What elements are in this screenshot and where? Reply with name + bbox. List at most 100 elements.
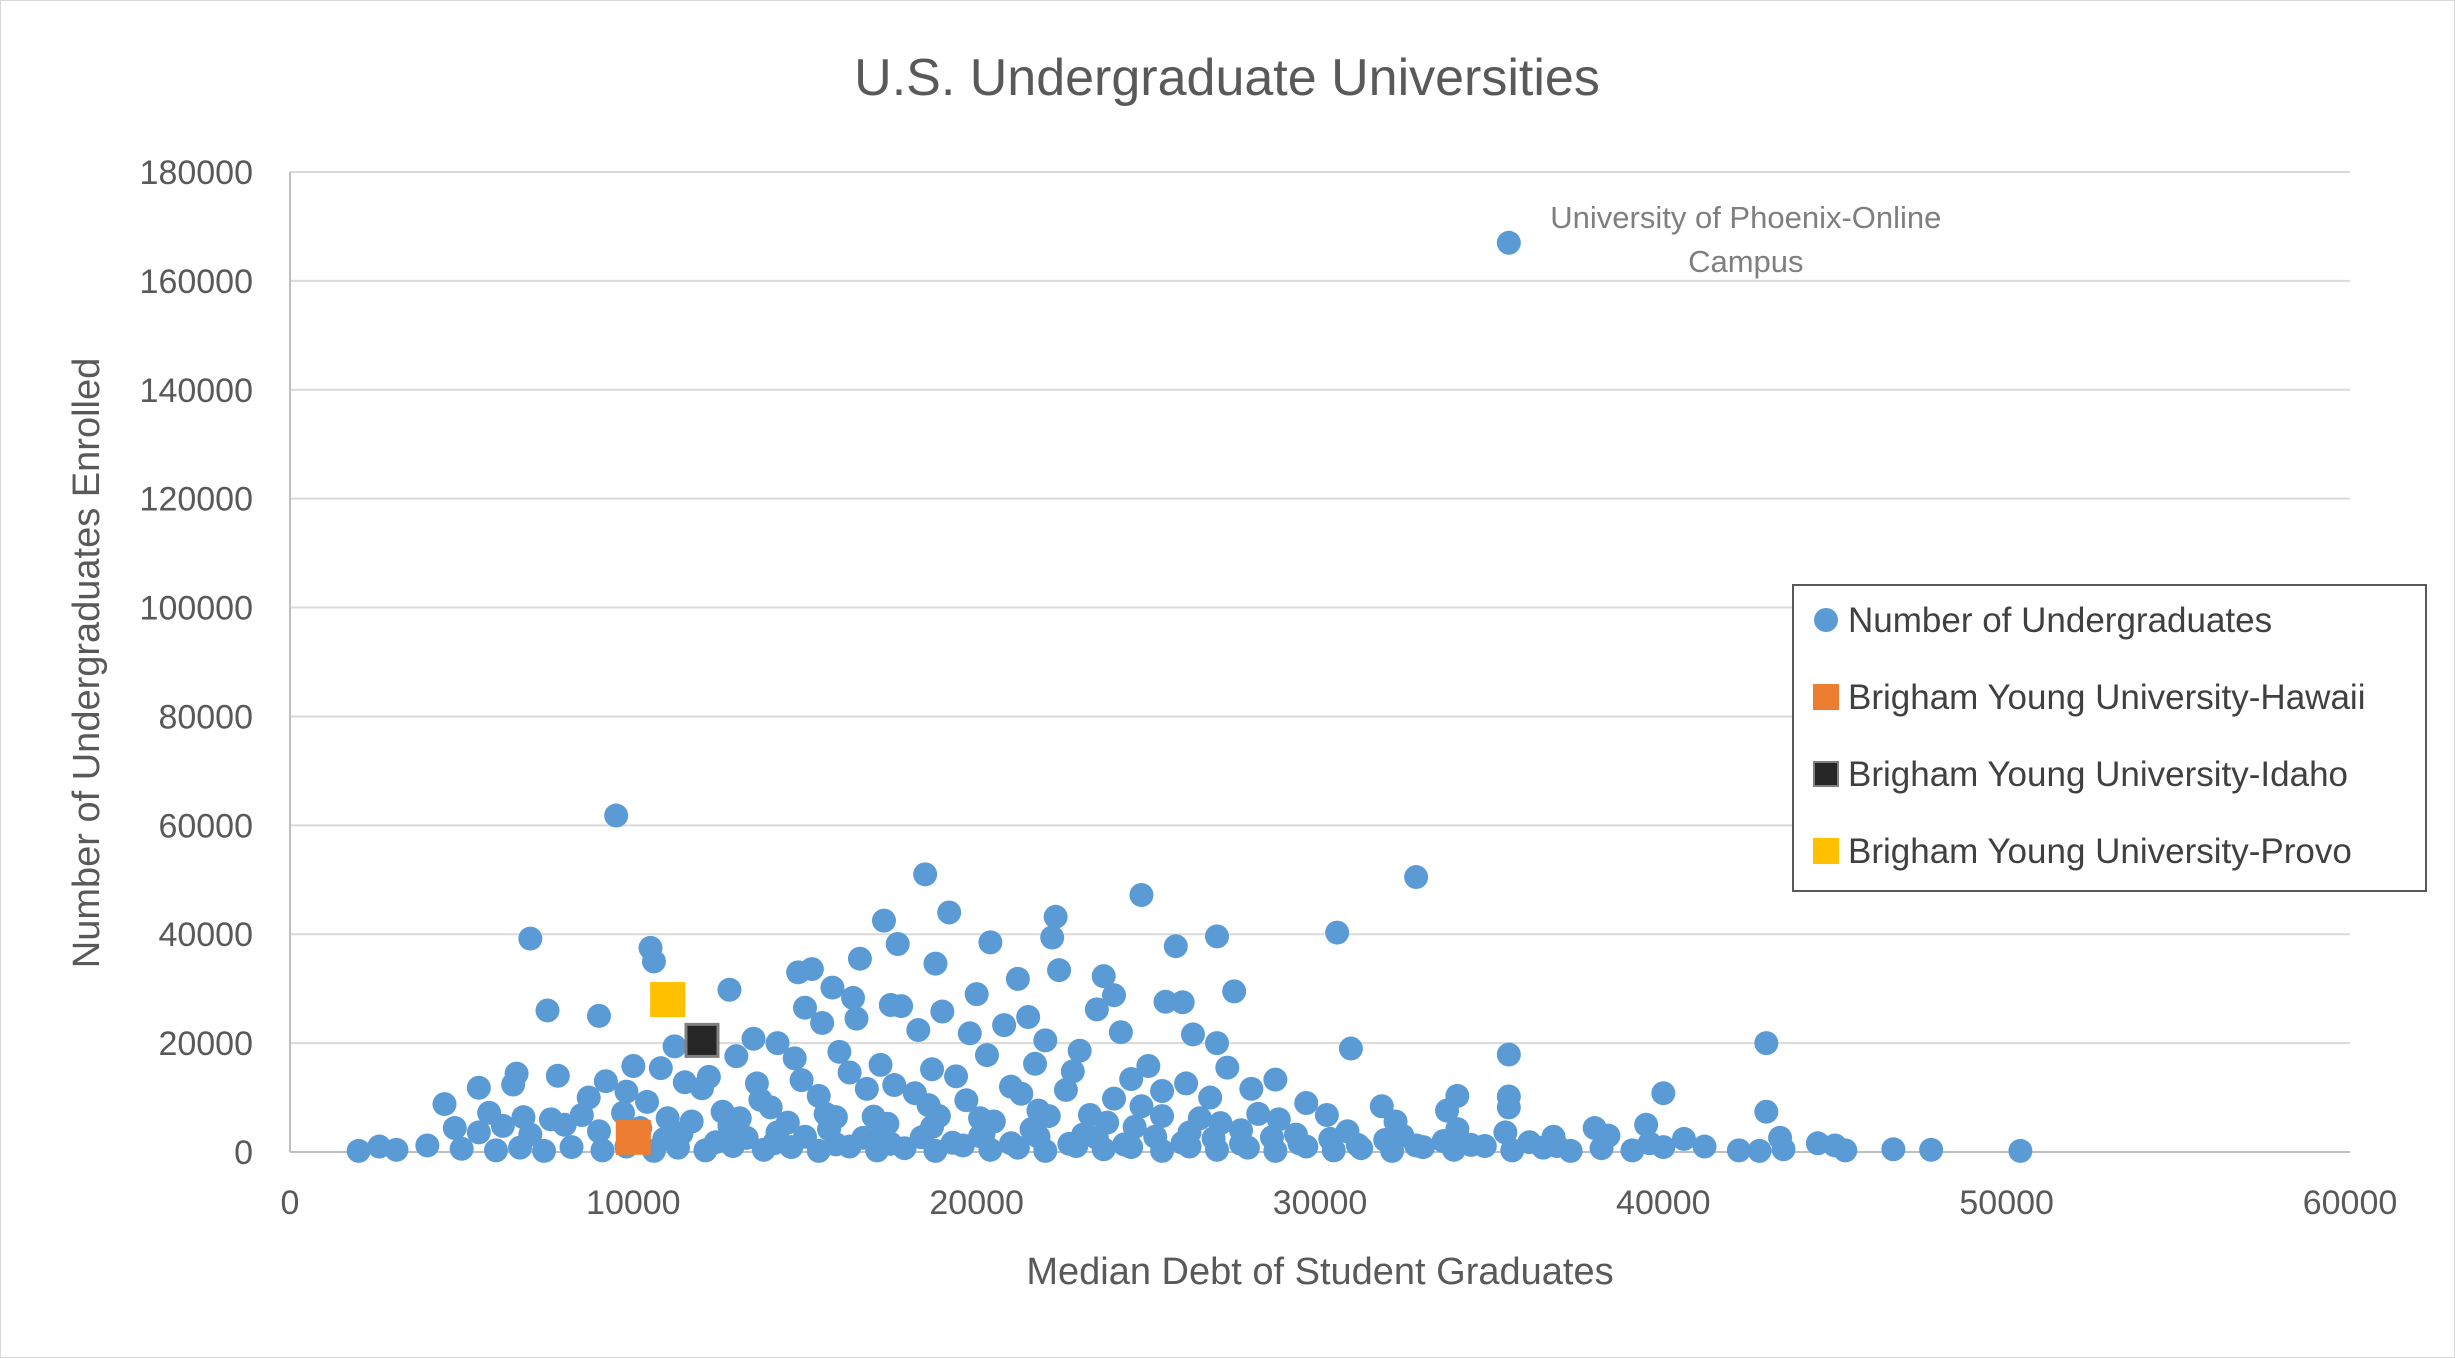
x-tick-label: 30000 xyxy=(1273,1184,1368,1222)
data-point xyxy=(926,1104,951,1129)
highlight-point xyxy=(615,1119,651,1155)
data-point xyxy=(810,1010,835,1035)
y-tick-label: 80000 xyxy=(158,698,253,736)
data-point xyxy=(1771,1137,1796,1162)
data-point xyxy=(1589,1136,1614,1161)
data-point xyxy=(885,932,910,957)
data-point xyxy=(717,977,742,1002)
data-point xyxy=(1023,1051,1048,1076)
data-point xyxy=(937,900,962,925)
data-point xyxy=(1671,1126,1696,1151)
data-point xyxy=(384,1137,409,1162)
data-point xyxy=(1067,1038,1092,1063)
data-point xyxy=(1163,934,1188,959)
data-point xyxy=(913,862,938,887)
data-point xyxy=(662,1034,687,1059)
highlight-point xyxy=(684,1022,720,1058)
data-point xyxy=(1496,1042,1521,1067)
y-axis-title: Number of Undergraduates Enrolled xyxy=(66,358,108,968)
x-axis-title: Median Debt of Student Graduates xyxy=(1026,1251,1613,1293)
data-point xyxy=(964,982,989,1007)
data-point xyxy=(1043,904,1068,929)
data-point xyxy=(1108,1020,1133,1045)
legend-marker xyxy=(1813,684,1839,710)
data-point xyxy=(930,999,955,1024)
data-point xyxy=(889,994,914,1019)
x-tick-label: 60000 xyxy=(2303,1184,2398,1222)
data-point xyxy=(1222,979,1247,1004)
data-point xyxy=(1119,1067,1144,1092)
data-point xyxy=(559,1135,584,1160)
data-point xyxy=(1404,1133,1429,1158)
data-point xyxy=(1129,883,1154,908)
data-point xyxy=(587,1119,611,1144)
data-point xyxy=(909,1125,934,1150)
data-point xyxy=(1060,1059,1085,1084)
data-point xyxy=(1637,1131,1662,1156)
data-point xyxy=(724,1044,749,1069)
legend-box xyxy=(1792,584,2427,892)
data-point xyxy=(1129,1094,1154,1119)
data-point xyxy=(727,1106,752,1131)
x-tick-label: 10000 xyxy=(586,1184,681,1222)
data-point xyxy=(1881,1137,1906,1162)
data-point xyxy=(1122,1114,1147,1139)
data-point xyxy=(1754,1031,1779,1056)
data-point xyxy=(1198,1085,1223,1110)
data-point xyxy=(449,1136,474,1161)
legend-label: Brigham Young University-Hawaii xyxy=(1848,678,2365,717)
data-point xyxy=(1053,1077,1078,1102)
data-point xyxy=(1180,1022,1205,1047)
data-point xyxy=(844,1006,869,1031)
data-point xyxy=(432,1092,457,1117)
data-point xyxy=(775,1110,800,1135)
data-point xyxy=(992,1013,1017,1038)
data-point xyxy=(1266,1107,1291,1132)
data-point xyxy=(734,1125,759,1150)
data-point xyxy=(508,1135,533,1160)
data-point xyxy=(758,1095,783,1120)
data-point xyxy=(1215,1055,1240,1080)
data-point xyxy=(1150,1079,1175,1104)
data-point xyxy=(1517,1130,1542,1155)
legend-label: Number of Undergraduates xyxy=(1848,601,2272,640)
data-point xyxy=(535,998,560,1023)
data-point xyxy=(1205,1031,1229,1056)
data-point xyxy=(868,1052,893,1077)
annotations: University of Phoenix-Online Campus xyxy=(1550,200,1941,279)
data-point xyxy=(1634,1112,1659,1137)
data-point xyxy=(1833,1138,1858,1163)
data-point xyxy=(655,1106,680,1131)
data-point xyxy=(690,1076,714,1101)
data-point xyxy=(1431,1129,1456,1154)
y-tick-label: 40000 xyxy=(158,916,253,954)
data-point xyxy=(837,1060,862,1085)
data-point xyxy=(823,1132,848,1157)
x-tick-label: 20000 xyxy=(929,1184,1024,1222)
data-point xyxy=(604,803,629,828)
data-point xyxy=(1726,1138,1751,1163)
data-point xyxy=(1229,1131,1254,1156)
data-point xyxy=(1435,1098,1460,1123)
data-point xyxy=(1047,958,1072,983)
data-point xyxy=(871,908,896,933)
data-point xyxy=(1294,1091,1319,1115)
data-point xyxy=(827,1039,852,1064)
x-tick-label: 0 xyxy=(281,1184,300,1222)
y-tick-label: 0 xyxy=(234,1134,253,1172)
data-point xyxy=(648,1056,673,1081)
data-point xyxy=(490,1113,515,1138)
data-point xyxy=(1208,1111,1233,1136)
data-point xyxy=(882,1073,907,1098)
data-point xyxy=(841,985,866,1010)
data-point xyxy=(1095,1110,1120,1135)
data-point xyxy=(878,1131,903,1156)
data-point xyxy=(1338,1036,1363,1061)
y-tick-label: 20000 xyxy=(158,1025,253,1063)
data-point xyxy=(652,1126,677,1151)
data-point xyxy=(974,1043,999,1068)
data-point xyxy=(703,1130,728,1155)
data-point xyxy=(1651,1081,1676,1106)
y-tick-label: 180000 xyxy=(140,154,253,192)
data-point xyxy=(2008,1138,2033,1163)
